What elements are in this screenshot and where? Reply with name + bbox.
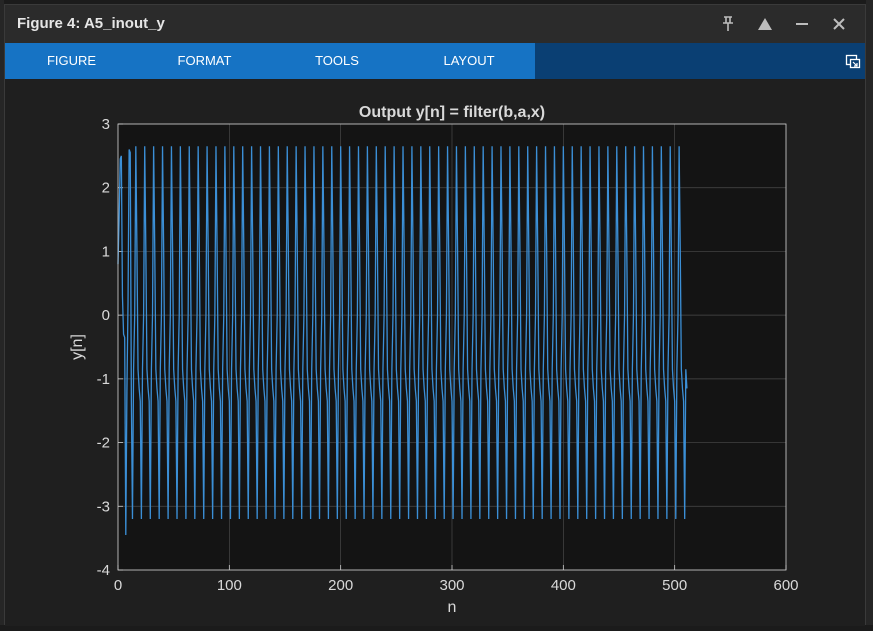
y-tick-label: 2 [102, 180, 110, 197]
undock-icon[interactable] [845, 53, 861, 69]
y-axis-label: y[n] [69, 334, 86, 360]
figure-canvas[interactable]: 0 100 200 300 400 500 600 3 2 1 0 -1 -2 -3 -4 Output y… [5, 79, 865, 626]
tab-tools[interactable]: TOOLS [315, 53, 359, 68]
title-bar: Figure 4: A5_inout_y [5, 5, 865, 43]
chart-title: Output y[n] = filter(b,a,x) [359, 104, 545, 121]
window-title: Figure 4: A5_inout_y [17, 15, 165, 32]
x-tick-label: 600 [773, 577, 798, 594]
y-tick-label: 1 [102, 243, 110, 260]
tab-format[interactable]: FORMAT [177, 53, 232, 68]
y-tick-label: -2 [97, 435, 110, 452]
window-controls [709, 13, 857, 35]
pin-icon[interactable] [709, 13, 746, 35]
toolstrip: FIGURE FORMAT TOOLS LAYOUT [5, 43, 865, 79]
line-chart[interactable]: 0 100 200 300 400 500 600 3 2 1 0 -1 -2 -3 -4 Output y… [5, 79, 865, 626]
maximize-icon[interactable] [746, 13, 783, 35]
axes-frame [117, 123, 787, 571]
data-series-line [117, 146, 688, 535]
x-tick-label: 500 [662, 577, 687, 594]
y-tick-label: 3 [102, 116, 110, 133]
y-tick-label: -3 [97, 498, 110, 515]
x-tick-label: 200 [328, 577, 353, 594]
axis-ticks: 0 100 200 300 400 500 600 3 2 1 0 -1 -2 -3 -4 [97, 116, 799, 594]
x-tick-label: 400 [551, 577, 576, 594]
x-tick-label: 300 [439, 577, 464, 594]
background-panel-left [0, 0, 4, 625]
minimize-icon[interactable] [783, 13, 820, 35]
x-axis-label: n [448, 599, 457, 616]
background-panel-right [866, 0, 873, 625]
x-tick-label: 100 [217, 577, 242, 594]
figure-window: Figure 4: A5_inout_y FIGURE FORMAT TOOLS… [4, 4, 866, 626]
close-icon[interactable] [820, 13, 857, 35]
x-tick-label: 0 [114, 577, 122, 594]
tab-layout[interactable]: LAYOUT [443, 53, 495, 68]
y-tick-label: 0 [102, 307, 110, 324]
tab-figure[interactable]: FIGURE [46, 53, 97, 68]
toolstrip-tabs: FIGURE FORMAT TOOLS LAYOUT [5, 43, 535, 79]
y-tick-label: -4 [97, 562, 110, 579]
y-tick-label: -1 [97, 371, 110, 388]
